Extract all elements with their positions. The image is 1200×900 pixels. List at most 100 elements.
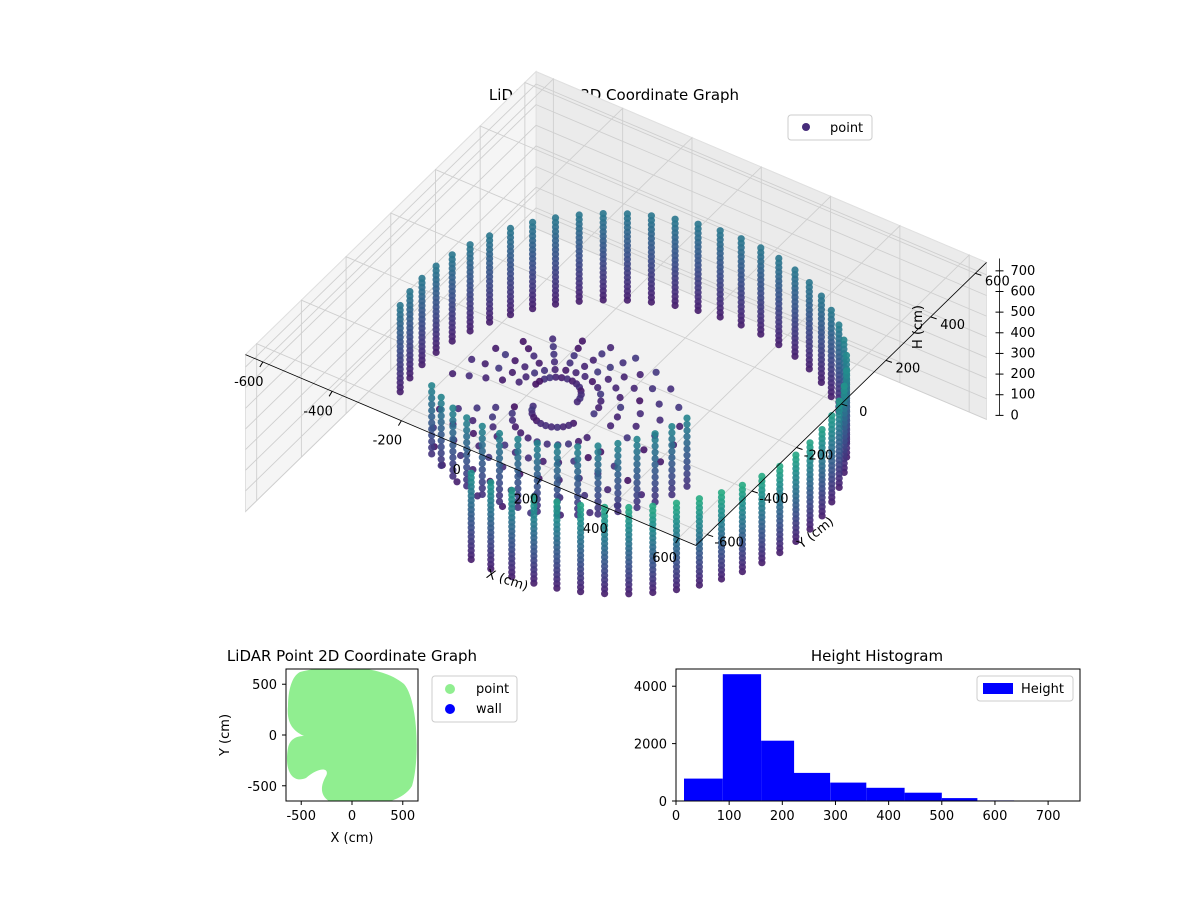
point-3d-629 bbox=[617, 394, 624, 401]
point-3d-1080 bbox=[554, 461, 561, 468]
point-3d-881 bbox=[428, 388, 435, 395]
point-3d-665 bbox=[516, 379, 523, 386]
point-3d-667 bbox=[617, 404, 624, 411]
point-3d-936 bbox=[633, 492, 640, 499]
point-3d-572 bbox=[605, 376, 612, 383]
point-3d-1001 bbox=[463, 427, 470, 434]
point-3d-871 bbox=[428, 450, 435, 457]
height-histogram-chart: Height Histogram 0 100 200 300 400 500 600 7000… bbox=[634, 647, 1080, 824]
tick-3d-y-label-3: 0 bbox=[859, 405, 867, 420]
point-3d-139 bbox=[600, 210, 607, 217]
point-3d-1042 bbox=[496, 486, 503, 493]
point-3d-879 bbox=[428, 401, 435, 408]
point-3d-888 bbox=[652, 492, 659, 499]
point-3d-1083 bbox=[554, 442, 561, 449]
point-3d-890 bbox=[652, 480, 659, 487]
point-3d-761 bbox=[544, 441, 551, 448]
point-3d-1014 bbox=[594, 449, 601, 456]
tick-2d-y-label-1: 0 bbox=[269, 729, 277, 744]
chart-2d-legend: point wall bbox=[432, 676, 517, 722]
hist-bar-0 bbox=[684, 779, 723, 801]
point-3d-1207 bbox=[625, 504, 632, 511]
point-3d-658 bbox=[656, 417, 663, 424]
point-3d-794 bbox=[457, 452, 464, 459]
point-3d-674 bbox=[473, 404, 480, 411]
point-3d-1011 bbox=[594, 467, 601, 474]
hist-tick-x-label-0: 0 bbox=[672, 809, 680, 824]
point-3d-799 bbox=[683, 464, 690, 471]
point-3d-804 bbox=[683, 433, 690, 440]
tick-3d-z-label-3: 300 bbox=[1011, 346, 1036, 361]
point-3d-1103 bbox=[534, 465, 541, 472]
point-3d-952 bbox=[449, 448, 456, 455]
point-3d-1010 bbox=[594, 473, 601, 480]
point-3d-39 bbox=[695, 221, 702, 228]
tick-3d-x-label-6: 600 bbox=[652, 551, 677, 566]
point-3d-967 bbox=[614, 465, 621, 472]
point-3d-179 bbox=[576, 211, 583, 218]
point-3d-894 bbox=[652, 455, 659, 462]
point-3d-1024 bbox=[479, 441, 486, 448]
point-3d-907 bbox=[438, 419, 445, 426]
point-3d-1025 bbox=[479, 435, 486, 442]
point-3d-903 bbox=[438, 443, 445, 450]
point-3d-339 bbox=[486, 232, 493, 239]
point-3d-943 bbox=[633, 448, 640, 455]
point-3d-963 bbox=[614, 490, 621, 497]
point-3d-876 bbox=[428, 419, 435, 426]
point-3d-955 bbox=[449, 429, 456, 436]
tick-3d-z-label-1: 100 bbox=[1011, 388, 1036, 403]
point-3d-319 bbox=[818, 293, 825, 300]
hist-bar-1 bbox=[723, 674, 761, 801]
point-3d-714 bbox=[607, 422, 614, 429]
point-3d-1015 bbox=[594, 442, 601, 449]
point-3d-599 bbox=[581, 373, 588, 380]
hist-tick-x-label-2: 200 bbox=[770, 809, 795, 824]
point-3d-897 bbox=[652, 436, 659, 443]
point-3d-1094 bbox=[514, 442, 521, 449]
point-3d-1087 bbox=[514, 485, 521, 492]
point-3d-1012 bbox=[594, 461, 601, 468]
legend-2d-wall-label: wall bbox=[476, 702, 502, 717]
point-3d-514 bbox=[637, 371, 644, 378]
point-3d-543 bbox=[581, 363, 588, 370]
point-3d-1107 bbox=[534, 440, 541, 447]
lidar-2d-chart: LiDAR Point 2D Coordinate Graph -500 0 500… bbox=[218, 647, 517, 846]
chart-3d-zlabel: H (cm) bbox=[911, 305, 926, 349]
point-3d-901 bbox=[438, 456, 445, 463]
point-3d-1106 bbox=[534, 446, 541, 453]
point-3d-199 bbox=[775, 255, 782, 262]
point-3d-797 bbox=[683, 477, 690, 484]
tick-3d-x-label-2: -200 bbox=[373, 434, 403, 449]
hist-tick-y-label-2: 4000 bbox=[634, 680, 667, 695]
point-3d-1327 bbox=[553, 498, 560, 505]
chart-2d-ylabel: Y (cm) bbox=[218, 714, 233, 757]
point-3d-379 bbox=[467, 241, 474, 248]
hist-tick-x-label-5: 500 bbox=[929, 809, 954, 824]
point-3d-754 bbox=[565, 440, 572, 447]
point-3d-889 bbox=[652, 486, 659, 493]
chart-3d-ylabel: Y (cm) bbox=[794, 514, 837, 552]
hist-tick-x-label-6: 600 bbox=[983, 809, 1008, 824]
point-3d-593 bbox=[521, 363, 528, 370]
point-3d-708 bbox=[489, 413, 496, 420]
point-3d-961 bbox=[614, 502, 621, 509]
point-3d-748 bbox=[640, 446, 647, 453]
tick-3d-z-label-4: 400 bbox=[1011, 326, 1036, 341]
tick-3d-z-label-7: 700 bbox=[1011, 264, 1036, 279]
point-3d-942 bbox=[633, 454, 640, 461]
point-3d-751 bbox=[470, 430, 477, 437]
point-3d-1082 bbox=[554, 449, 561, 456]
point-3d-540 bbox=[621, 373, 628, 380]
point-3d-1075 bbox=[554, 492, 561, 499]
point-3d-239 bbox=[791, 266, 798, 273]
point-3d-419 bbox=[449, 251, 456, 258]
point-3d-1013 bbox=[594, 455, 601, 462]
point-3d-746 bbox=[489, 423, 496, 430]
point-3d-845 bbox=[668, 442, 675, 449]
point-3d-807 bbox=[683, 415, 690, 422]
point-3d-1033 bbox=[574, 480, 581, 487]
point-3d-951 bbox=[449, 454, 456, 461]
point-3d-910 bbox=[438, 400, 445, 407]
hist-legend-swatch bbox=[983, 683, 1013, 694]
